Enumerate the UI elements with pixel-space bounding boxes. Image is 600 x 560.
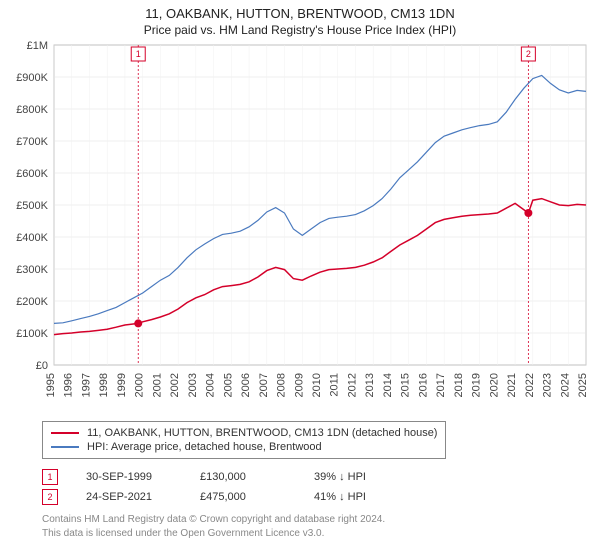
- legend-item-hpi: HPI: Average price, detached house, Bren…: [51, 440, 437, 454]
- svg-text:2022: 2022: [524, 373, 536, 397]
- svg-text:2020: 2020: [488, 373, 500, 397]
- svg-text:1998: 1998: [98, 373, 110, 397]
- chart-title-line1: 11, OAKBANK, HUTTON, BRENTWOOD, CM13 1DN: [8, 6, 592, 21]
- footer: Contains HM Land Registry data © Crown c…: [42, 513, 592, 540]
- svg-text:£200K: £200K: [16, 296, 48, 308]
- svg-text:1999: 1999: [116, 373, 128, 397]
- svg-text:£400K: £400K: [16, 232, 48, 244]
- footer-line1: Contains HM Land Registry data © Crown c…: [42, 513, 592, 527]
- svg-text:£300K: £300K: [16, 264, 48, 276]
- svg-text:2013: 2013: [364, 373, 376, 397]
- svg-text:2012: 2012: [346, 373, 358, 397]
- svg-text:1: 1: [136, 49, 141, 59]
- sale-price: £475,000: [200, 491, 286, 503]
- svg-text:2007: 2007: [258, 373, 270, 397]
- svg-text:1995: 1995: [45, 373, 57, 397]
- svg-text:2004: 2004: [205, 373, 217, 397]
- svg-text:2002: 2002: [169, 373, 181, 397]
- svg-text:2021: 2021: [506, 373, 518, 397]
- sales-table: 1 30-SEP-1999 £130,000 39% ↓ HPI 2 24-SEP-202…: [42, 467, 592, 507]
- svg-text:£100K: £100K: [16, 328, 48, 340]
- svg-text:£0: £0: [36, 360, 48, 372]
- svg-text:£1M: £1M: [27, 41, 48, 52]
- sale-marker-box: 1: [42, 469, 58, 485]
- sale-delta: 39% ↓ HPI: [314, 471, 400, 483]
- sale-date: 30-SEP-1999: [86, 471, 172, 483]
- svg-text:2024: 2024: [559, 373, 571, 397]
- sale-row: 2 24-SEP-2021 £475,000 41% ↓ HPI: [42, 487, 592, 507]
- legend-label: HPI: Average price, detached house, Bren…: [87, 441, 322, 453]
- sale-price: £130,000: [200, 471, 286, 483]
- svg-text:2006: 2006: [240, 373, 252, 397]
- svg-text:2000: 2000: [134, 373, 146, 397]
- sale-date: 24-SEP-2021: [86, 491, 172, 503]
- svg-text:2005: 2005: [222, 373, 234, 397]
- legend-item-price_paid: 11, OAKBANK, HUTTON, BRENTWOOD, CM13 1DN…: [51, 426, 437, 440]
- svg-text:2010: 2010: [311, 373, 323, 397]
- svg-text:1996: 1996: [63, 373, 75, 397]
- svg-text:2008: 2008: [276, 373, 288, 397]
- svg-text:2015: 2015: [400, 373, 412, 397]
- svg-text:2019: 2019: [471, 373, 483, 397]
- legend-swatch: [51, 446, 79, 448]
- svg-text:£900K: £900K: [16, 72, 48, 84]
- svg-text:£800K: £800K: [16, 104, 48, 116]
- svg-text:£700K: £700K: [16, 136, 48, 148]
- svg-text:2: 2: [526, 49, 531, 59]
- chart-title-line2: Price paid vs. HM Land Registry's House …: [8, 23, 592, 37]
- legend-label: 11, OAKBANK, HUTTON, BRENTWOOD, CM13 1DN…: [87, 427, 437, 439]
- svg-text:2014: 2014: [382, 373, 394, 397]
- legend: 11, OAKBANK, HUTTON, BRENTWOOD, CM13 1DN…: [42, 421, 446, 459]
- svg-text:2018: 2018: [453, 373, 465, 397]
- svg-text:2017: 2017: [435, 373, 447, 397]
- footer-line2: This data is licensed under the Open Gov…: [42, 527, 592, 541]
- sale-row: 1 30-SEP-1999 £130,000 39% ↓ HPI: [42, 467, 592, 487]
- svg-text:2011: 2011: [329, 373, 341, 397]
- svg-text:£500K: £500K: [16, 200, 48, 212]
- svg-text:1997: 1997: [80, 373, 92, 397]
- svg-text:2025: 2025: [577, 373, 589, 397]
- legend-swatch: [51, 432, 79, 434]
- svg-text:£600K: £600K: [16, 168, 48, 180]
- svg-text:2001: 2001: [151, 373, 163, 397]
- svg-text:2016: 2016: [417, 373, 429, 397]
- sale-marker-box: 2: [42, 489, 58, 505]
- svg-text:2023: 2023: [542, 373, 554, 397]
- svg-text:2009: 2009: [293, 373, 305, 397]
- sale-delta: 41% ↓ HPI: [314, 491, 400, 503]
- chart: £0 £100K £200K £300K £400K £500K £600K £700K £80…: [8, 41, 592, 411]
- chart-svg: £0 £100K £200K £300K £400K £500K £600K £700K £80…: [8, 41, 592, 411]
- svg-text:2003: 2003: [187, 373, 199, 397]
